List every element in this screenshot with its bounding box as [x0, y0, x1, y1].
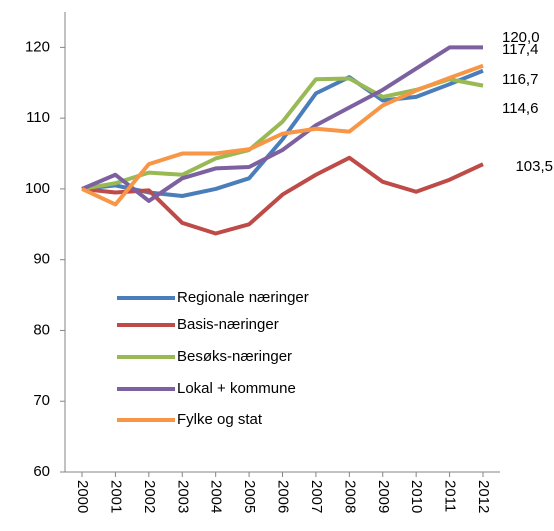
y-tick-label: 70	[33, 392, 50, 409]
x-tick-label: 2006	[275, 480, 292, 513]
value-label: 117,4	[502, 41, 538, 58]
x-tick-label: 2008	[341, 480, 358, 513]
series-line	[81, 63, 484, 207]
y-tick-label: 100	[25, 180, 50, 197]
x-tick-label: 2005	[241, 480, 258, 513]
legend-label: Fylke og stat	[177, 411, 263, 428]
x-tick-label: 2001	[107, 480, 124, 513]
x-tick-label: 2011	[442, 480, 459, 512]
y-tick-label: 120	[25, 38, 50, 55]
x-tick-label: 2000	[74, 480, 91, 513]
x-tick-label: 2004	[208, 480, 225, 513]
series-line	[81, 45, 483, 203]
y-tick-label: 60	[33, 463, 50, 480]
x-tick-label: 2009	[375, 480, 392, 513]
value-label: 116,7	[502, 71, 538, 88]
x-tick-label: 2002	[141, 480, 158, 513]
value-label: 114,6	[502, 100, 538, 117]
value-label: 103,5	[515, 158, 553, 175]
x-tick-label: 2012	[475, 480, 492, 513]
y-tick-label: 90	[33, 251, 50, 268]
y-tick-label: 110	[26, 109, 50, 126]
legend-label: Basis-næringer	[177, 316, 279, 333]
legend-label: Lokal + kommune	[177, 380, 296, 397]
series-line	[81, 155, 484, 236]
value-label: 120,0	[502, 29, 540, 46]
x-tick-label: 2003	[174, 480, 191, 513]
x-tick-label: 2007	[308, 480, 325, 513]
y-tick-label: 80	[33, 321, 50, 338]
legend-label: Besøks-næringer	[177, 348, 292, 365]
x-tick-label: 2010	[408, 480, 425, 513]
legend-label: Regionale næringer	[177, 289, 309, 306]
